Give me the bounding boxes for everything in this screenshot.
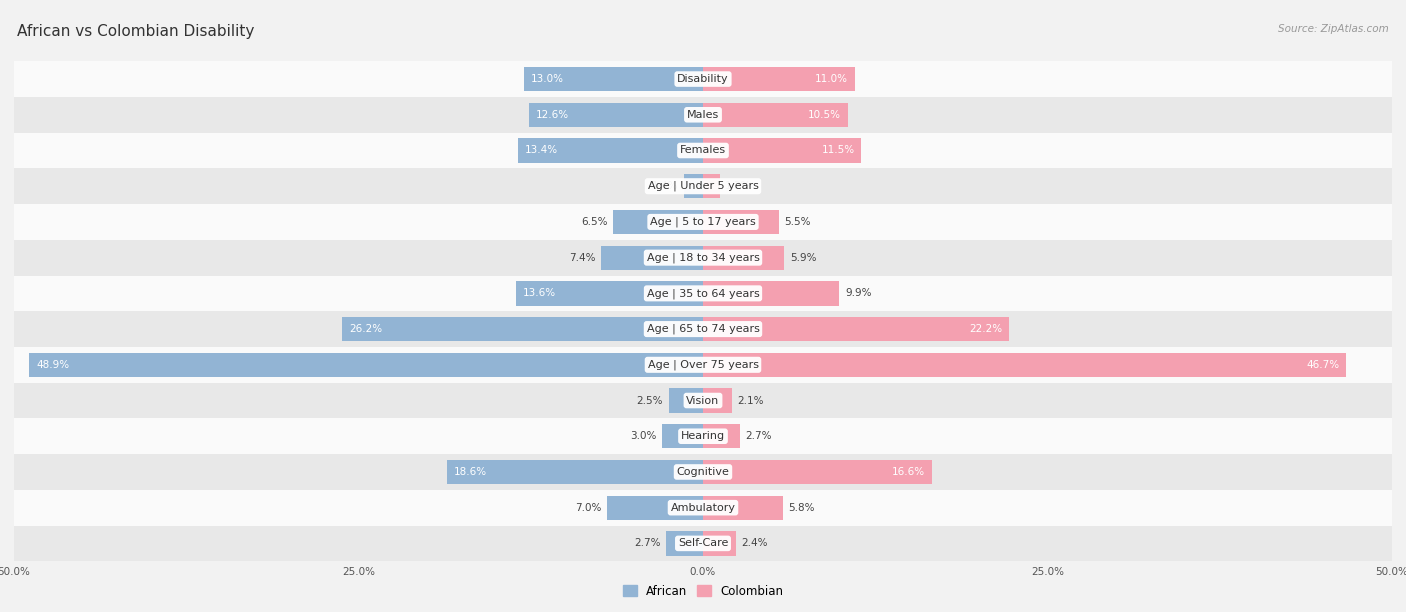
Text: 2.7%: 2.7% [745,431,772,441]
Bar [447,460,703,484]
Text: Disability: Disability [678,74,728,84]
Text: 7.4%: 7.4% [569,253,596,263]
Text: 5.8%: 5.8% [789,502,815,513]
Text: Self-Care: Self-Care [678,539,728,548]
Bar [524,67,703,91]
Bar [703,245,785,270]
Text: 1.2%: 1.2% [725,181,752,191]
Text: 13.6%: 13.6% [523,288,555,299]
Bar [703,424,740,449]
Bar [703,353,1347,377]
Text: 12.6%: 12.6% [536,110,569,120]
Bar [14,312,1392,347]
Text: Age | Over 75 years: Age | Over 75 years [648,360,758,370]
Legend: African, Colombian: African, Colombian [617,580,789,602]
Bar [30,353,703,377]
Bar [703,138,862,163]
Bar [683,174,703,198]
Bar [530,103,703,127]
Bar [606,496,703,520]
Bar [613,210,703,234]
Bar [14,240,1392,275]
Text: Age | 18 to 34 years: Age | 18 to 34 years [647,252,759,263]
Text: Vision: Vision [686,395,720,406]
Bar [14,97,1392,133]
Text: Females: Females [681,146,725,155]
Bar [516,282,703,305]
Bar [703,389,733,412]
Text: Source: ZipAtlas.com: Source: ZipAtlas.com [1278,24,1389,34]
Text: 11.0%: 11.0% [814,74,848,84]
Text: 26.2%: 26.2% [349,324,382,334]
Bar [14,382,1392,419]
Text: Age | 65 to 74 years: Age | 65 to 74 years [647,324,759,334]
Text: African vs Colombian Disability: African vs Colombian Disability [17,24,254,40]
Bar [14,419,1392,454]
Text: Cognitive: Cognitive [676,467,730,477]
Bar [14,490,1392,526]
Bar [14,168,1392,204]
Bar [703,282,839,305]
Text: 7.0%: 7.0% [575,502,600,513]
Text: 13.4%: 13.4% [526,146,558,155]
Text: 2.4%: 2.4% [741,539,768,548]
Bar [703,174,720,198]
Bar [342,317,703,341]
Bar [703,496,783,520]
Text: 3.0%: 3.0% [630,431,657,441]
Bar [600,245,703,270]
Text: 48.9%: 48.9% [37,360,69,370]
Text: 5.5%: 5.5% [785,217,811,227]
Bar [519,138,703,163]
Bar [703,210,779,234]
Text: 16.6%: 16.6% [891,467,925,477]
Text: Age | Under 5 years: Age | Under 5 years [648,181,758,192]
Text: 5.9%: 5.9% [790,253,817,263]
Text: Males: Males [688,110,718,120]
Bar [14,133,1392,168]
Bar [14,61,1392,97]
Text: 18.6%: 18.6% [454,467,486,477]
Bar [703,317,1010,341]
Bar [14,347,1392,382]
Bar [14,454,1392,490]
Bar [662,424,703,449]
Bar [703,531,737,556]
Text: 11.5%: 11.5% [821,146,855,155]
Bar [703,67,855,91]
Bar [14,204,1392,240]
Bar [669,389,703,412]
Text: 10.5%: 10.5% [808,110,841,120]
Text: 1.4%: 1.4% [652,181,678,191]
Text: 2.5%: 2.5% [637,395,664,406]
Text: 13.0%: 13.0% [531,74,564,84]
Text: Age | 35 to 64 years: Age | 35 to 64 years [647,288,759,299]
Text: Hearing: Hearing [681,431,725,441]
Text: 2.1%: 2.1% [738,395,763,406]
Text: 2.7%: 2.7% [634,539,661,548]
Text: Ambulatory: Ambulatory [671,502,735,513]
Bar [666,531,703,556]
Text: 46.7%: 46.7% [1306,360,1340,370]
Text: 22.2%: 22.2% [969,324,1002,334]
Bar [14,526,1392,561]
Text: 9.9%: 9.9% [845,288,872,299]
Text: Age | 5 to 17 years: Age | 5 to 17 years [650,217,756,227]
Bar [703,460,932,484]
Bar [14,275,1392,312]
Bar [703,103,848,127]
Text: 6.5%: 6.5% [582,217,607,227]
